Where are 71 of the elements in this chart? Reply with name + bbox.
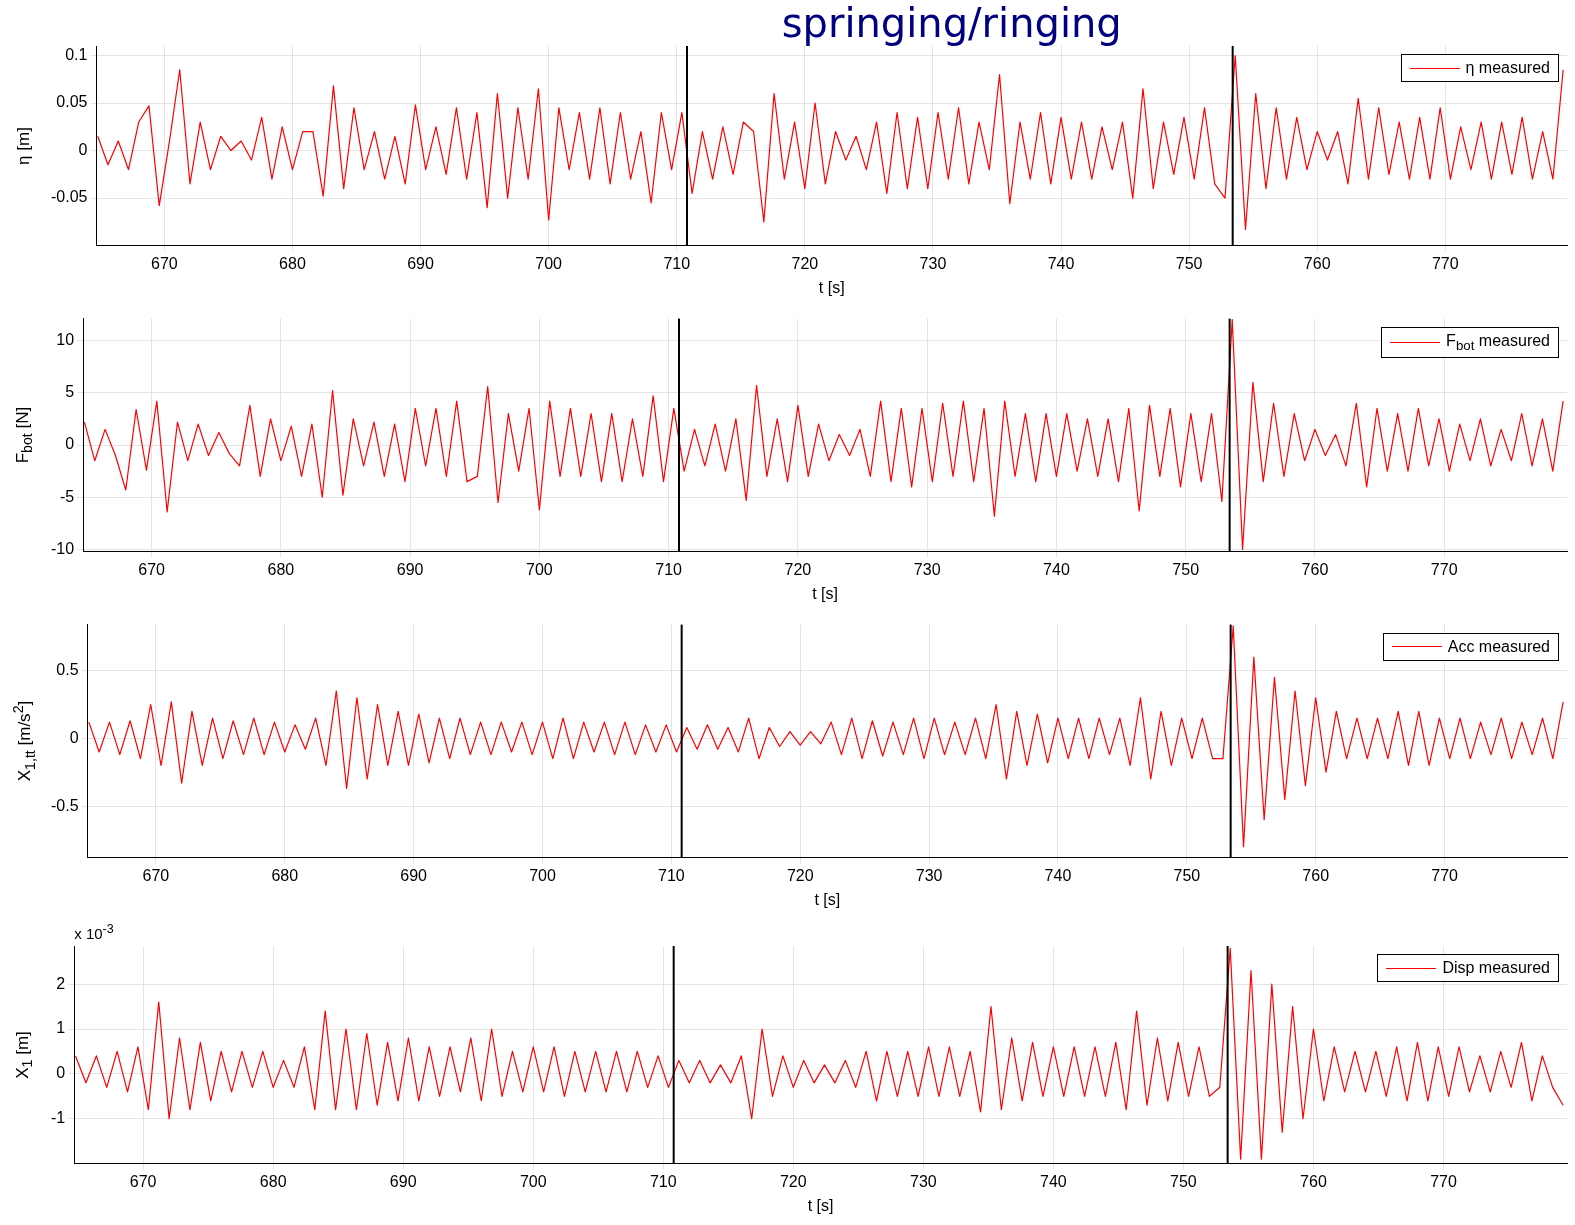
- legend-label: F$_{bot}$ measured: [1446, 331, 1550, 353]
- y-tick-label: 0.1: [65, 45, 88, 63]
- x-tick-label: 760: [1302, 866, 1330, 884]
- y-tick-label: -0.05: [51, 188, 88, 206]
- y-tick-label: 0: [56, 1064, 66, 1082]
- x-tick-label: 680: [259, 1172, 287, 1190]
- x-tick-label: 680: [271, 866, 299, 884]
- y-tick-label: -0.5: [50, 796, 79, 814]
- x-tick-label: 700: [519, 1172, 547, 1190]
- x-tick-label: 710: [663, 254, 691, 272]
- x-axis-title: t [s]: [814, 890, 841, 908]
- x-tick-label: 720: [784, 560, 812, 578]
- x-tick-label: 750: [1173, 866, 1201, 884]
- x-tick-label: 720: [786, 866, 814, 884]
- x-tick-label: 750: [1170, 1172, 1197, 1190]
- x-tick-label: 670: [138, 560, 166, 578]
- x-tick-label: 680: [267, 560, 295, 578]
- x-tick-label: 700: [529, 866, 556, 884]
- y-tick-label: 0.5: [56, 661, 79, 679]
- y-tick-label: -1: [50, 1109, 66, 1127]
- x-tick-label: 760: [1300, 1172, 1327, 1190]
- x-tick-label: 770: [1431, 254, 1459, 272]
- x-tick-label: 710: [649, 1172, 677, 1190]
- x-tick-label: 720: [791, 254, 819, 272]
- y-tick-label: -5: [59, 487, 75, 505]
- x-tick-label: 730: [919, 254, 947, 272]
- x-tick-label: 760: [1303, 254, 1331, 272]
- x-tick-label: 690: [400, 866, 428, 884]
- x-tick-label: 740: [1044, 866, 1072, 884]
- legend-label: Acc measured: [1447, 637, 1550, 656]
- x-tick-label: 710: [655, 560, 683, 578]
- x-axis-title: t [s]: [807, 1196, 834, 1214]
- x-tick-label: 730: [913, 560, 941, 578]
- text: x 10$^{-3}$: [74, 922, 114, 942]
- y-tick-label: 2: [56, 974, 66, 992]
- x-axis-title: t [s]: [812, 584, 838, 602]
- x-tick-label: 720: [779, 1172, 807, 1190]
- y-tick-label: 10: [56, 330, 75, 348]
- x-tick-label: 690: [407, 254, 434, 272]
- x-tick-label: 770: [1430, 560, 1458, 578]
- x-tick-label: 740: [1043, 560, 1070, 578]
- x-tick-label: 750: [1172, 560, 1200, 578]
- x-tick-label: 680: [279, 254, 306, 272]
- y-tick-label: 0: [65, 435, 75, 453]
- x-tick-label: 750: [1175, 254, 1203, 272]
- y-tick-label: 5: [65, 383, 75, 401]
- y-tick-label: 0.05: [56, 93, 88, 111]
- x-tick-label: 730: [915, 866, 943, 884]
- x-tick-label: 760: [1301, 560, 1329, 578]
- x-tick-label: 770: [1431, 866, 1459, 884]
- x-tick-label: 670: [142, 866, 170, 884]
- x-tick-label: 670: [151, 254, 178, 272]
- x-tick-label: 670: [129, 1172, 157, 1190]
- legend-label: Disp measured: [1442, 959, 1550, 977]
- x-tick-label: 770: [1430, 1172, 1457, 1190]
- x-tick-label: 740: [1040, 1172, 1067, 1190]
- x-tick-label: 690: [396, 560, 424, 578]
- x-tick-label: 710: [658, 866, 685, 884]
- x-tick-label: 690: [389, 1172, 417, 1190]
- y-tick-label: 0: [69, 728, 79, 746]
- x-tick-label: 730: [909, 1172, 937, 1190]
- x-tick-label: 700: [535, 254, 563, 272]
- x-tick-label: 700: [526, 560, 553, 578]
- y-tick-label: 0: [78, 140, 88, 158]
- x-axis-title: t [s]: [818, 278, 845, 296]
- y-axis-title: η [m]: [14, 126, 34, 165]
- chart-title: springing/ringing: [781, 0, 1122, 46]
- legend-label: η measured: [1465, 59, 1550, 77]
- x-tick-label: 740: [1047, 254, 1075, 272]
- y-tick-label: -10: [51, 539, 75, 557]
- y-tick-label: 1: [56, 1019, 66, 1037]
